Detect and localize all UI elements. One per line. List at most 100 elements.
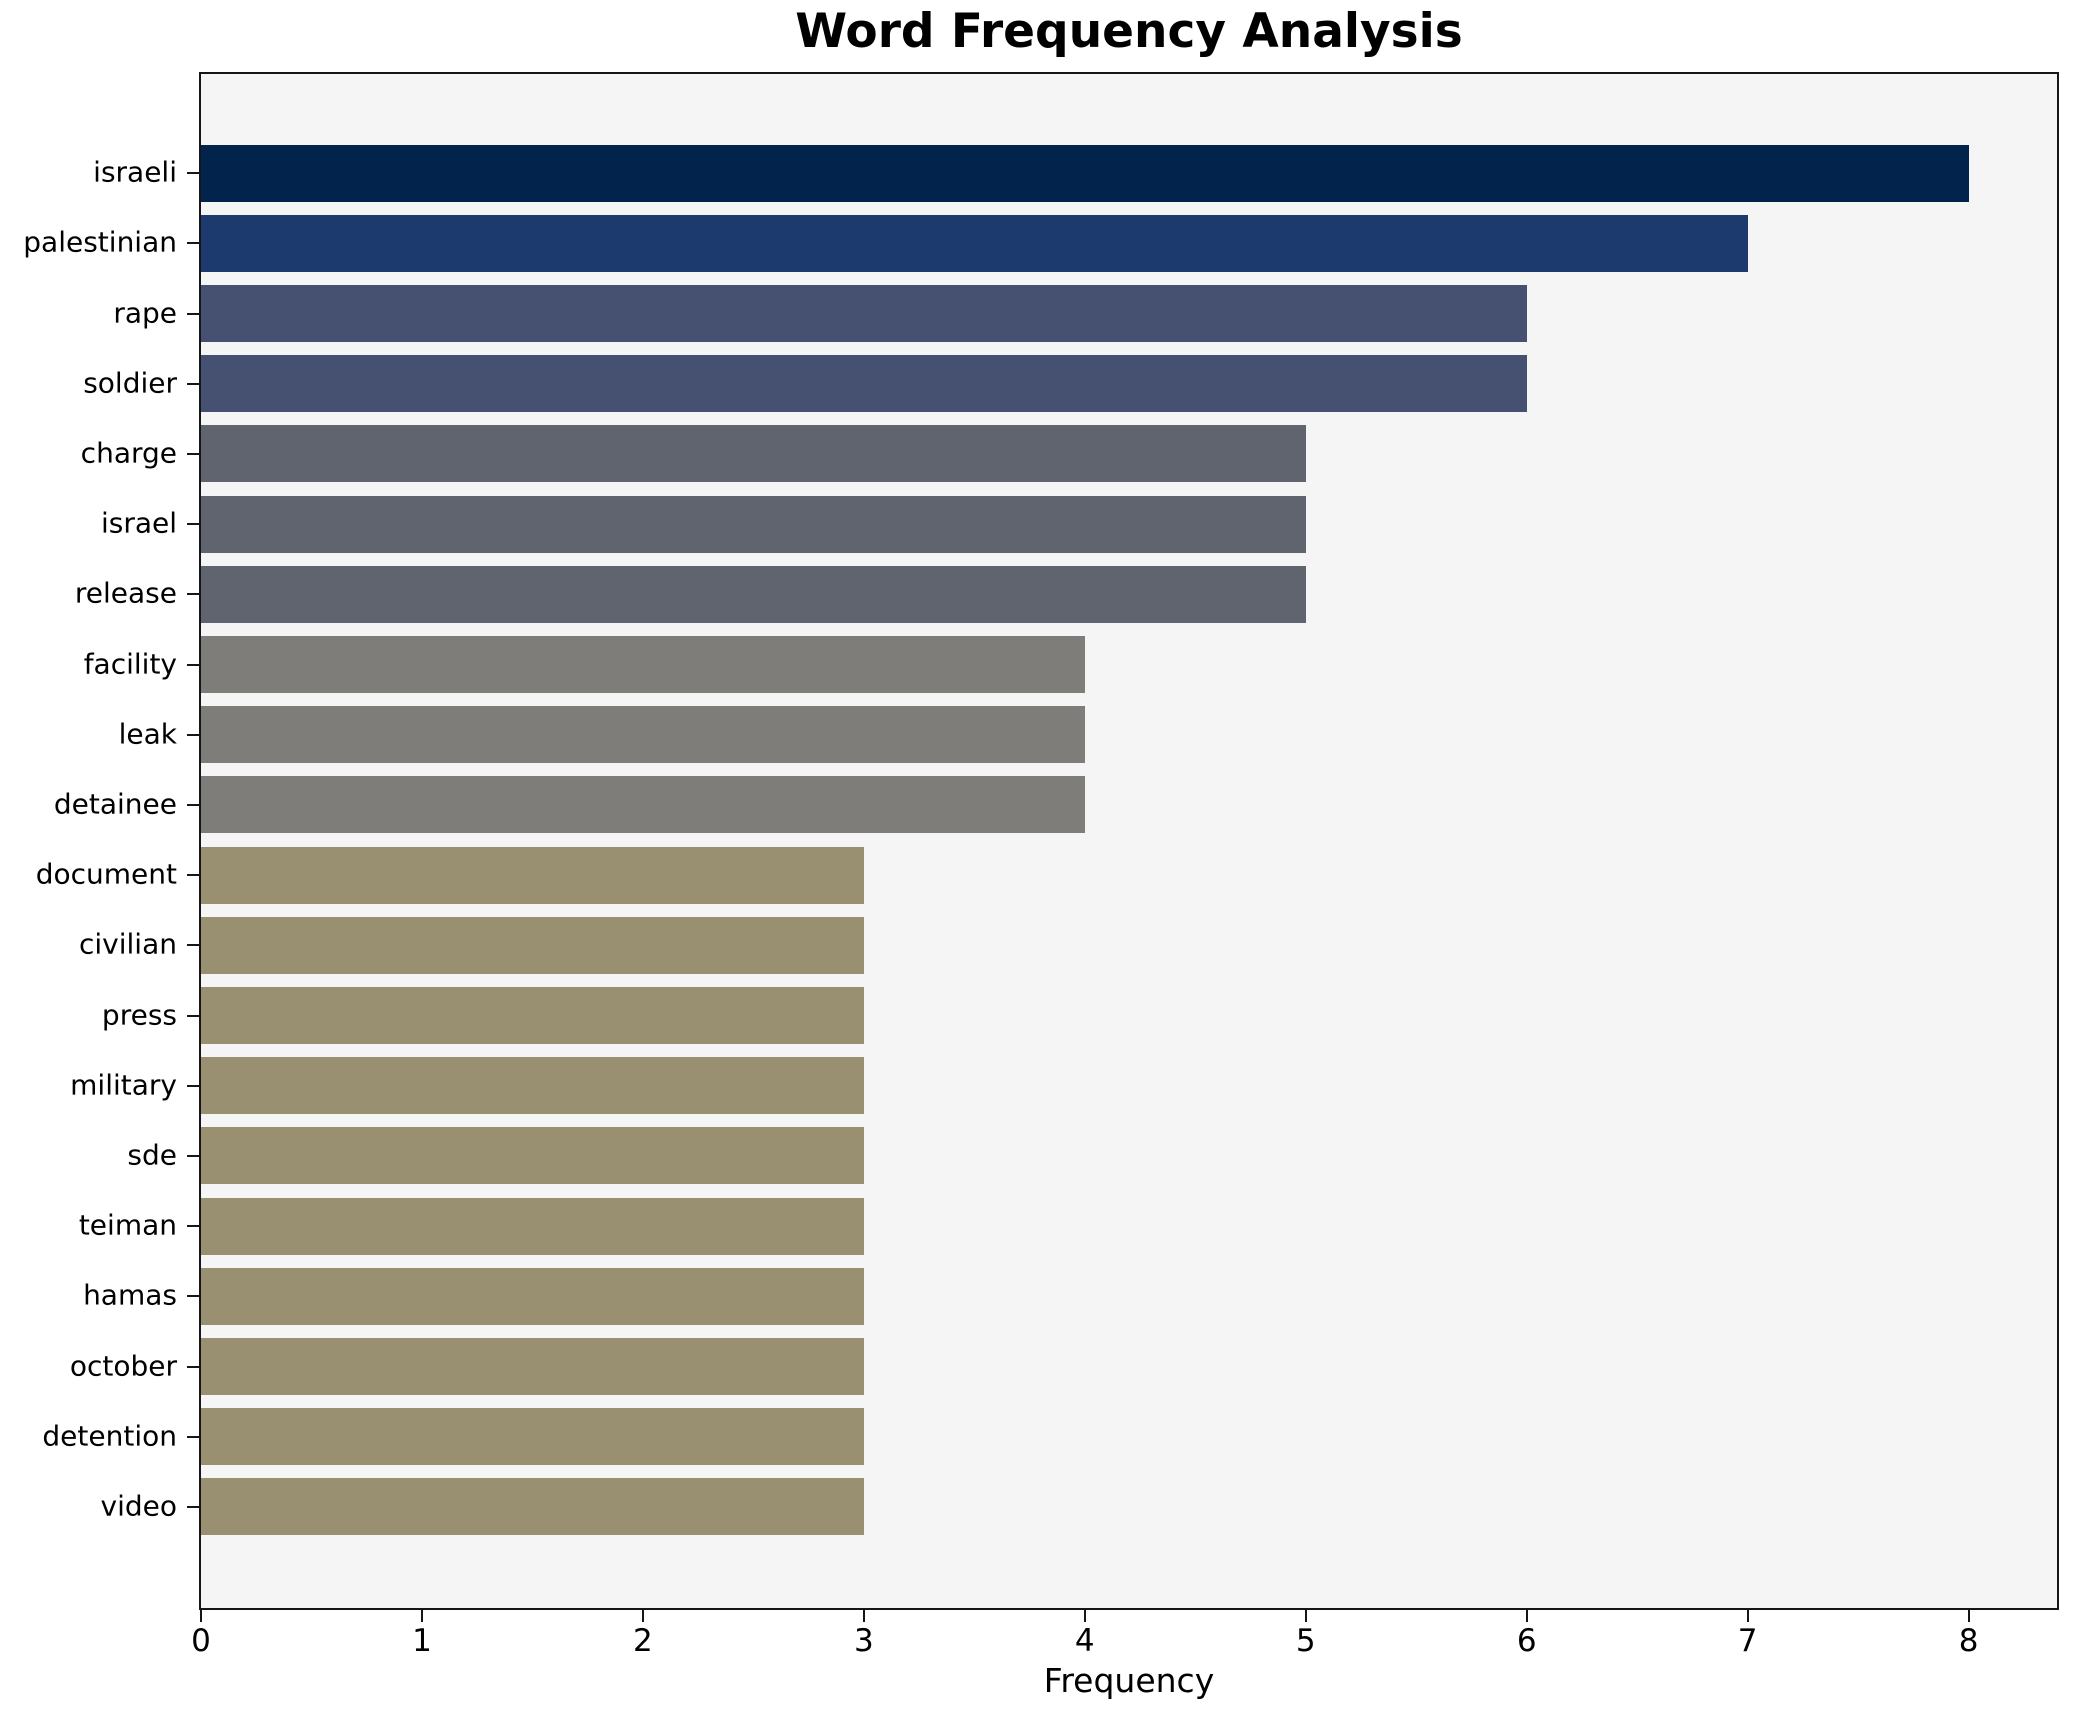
bar-civilian <box>201 916 864 974</box>
x-tick-mark <box>420 1610 423 1622</box>
y-tick-mark <box>187 874 199 877</box>
bars-container: israeli palestinian rape soldier charge israe… <box>23 74 2057 1608</box>
y-tick-label: israeli <box>93 155 177 189</box>
y-tick-mark <box>187 242 199 245</box>
y-tick-label: hamas <box>83 1278 177 1312</box>
bar-row: civilian <box>79 910 2057 980</box>
bar-row: leak <box>119 700 2057 770</box>
bar-teiman <box>201 1197 864 1255</box>
y-tick-label: soldier <box>83 366 177 400</box>
y-tick-label: military <box>70 1068 177 1102</box>
bar-facility <box>201 636 1085 694</box>
bar-hamas <box>201 1267 864 1325</box>
bar-detainee <box>201 776 1085 834</box>
bar-press <box>201 987 864 1045</box>
x-tick-mark <box>200 1610 202 1622</box>
bar-row: sde <box>127 1121 2057 1191</box>
x-tick-mark <box>1967 1610 1970 1622</box>
bar-document <box>201 846 864 904</box>
bar-military <box>201 1057 864 1115</box>
y-tick-label: detainee <box>53 787 177 821</box>
bar-october <box>201 1338 864 1396</box>
y-tick-mark <box>187 803 199 806</box>
bar-row: october <box>70 1331 2057 1401</box>
x-tick-label: 1 <box>412 1623 432 1659</box>
y-tick-mark <box>187 172 199 175</box>
x-tick-label: 8 <box>1958 1623 1979 1659</box>
bar-palestinian <box>201 214 1748 272</box>
chart-title: Word Frequency Analysis <box>795 4 1463 59</box>
y-tick-mark <box>187 663 199 666</box>
bar-row: facility <box>84 629 2057 699</box>
bar-row: israeli <box>93 138 2057 208</box>
bar-israel <box>201 495 1306 553</box>
bar-israeli <box>201 144 1969 202</box>
y-tick-mark <box>187 1365 199 1368</box>
y-tick-label: document <box>35 857 177 891</box>
bar-row: soldier <box>83 349 2057 419</box>
x-tick-mark <box>1304 1610 1307 1622</box>
bar-row: detainee <box>54 770 2057 840</box>
x-tick-label: 4 <box>1074 1623 1095 1659</box>
y-tick-mark <box>187 593 199 596</box>
x-tick-label: 5 <box>1295 1623 1316 1659</box>
y-tick-mark <box>187 382 199 385</box>
y-tick-mark <box>187 1435 199 1438</box>
bar-row: military <box>70 1051 2057 1121</box>
y-tick-label: press <box>101 997 177 1031</box>
y-tick-label: detention <box>42 1419 177 1453</box>
x-tick-label: 0 <box>191 1623 211 1659</box>
y-tick-mark <box>187 312 199 315</box>
y-tick-label: video <box>100 1489 177 1523</box>
bar-soldier <box>201 355 1527 413</box>
y-tick-mark <box>187 1084 199 1087</box>
bar-leak <box>201 706 1085 764</box>
bar-row: teiman <box>79 1191 2057 1261</box>
plot-area: israeli palestinian rape soldier charge israe… <box>23 72 2059 1610</box>
x-axis: 0 1 2 3 4 5 6 7 8 <box>191 1610 2057 1680</box>
y-tick-label: rape <box>113 295 177 329</box>
y-tick-label: october <box>69 1348 177 1382</box>
x-tick-label: 3 <box>853 1623 874 1659</box>
bar-row: detention <box>42 1402 2057 1472</box>
x-tick-mark <box>1525 1610 1528 1622</box>
bar-row: israel <box>101 489 2057 559</box>
y-tick-mark <box>187 1295 199 1298</box>
y-tick-label: civilian <box>79 927 177 961</box>
y-tick-label: israel <box>100 506 177 540</box>
y-tick-mark <box>187 523 199 526</box>
y-tick-mark <box>187 1225 199 1228</box>
y-tick-label: palestinian <box>23 225 177 259</box>
bar-release <box>201 565 1306 623</box>
y-tick-label: teiman <box>78 1208 177 1242</box>
bar-row: hamas <box>83 1261 2057 1331</box>
x-tick-mark <box>1083 1610 1086 1622</box>
y-tick-mark <box>187 1505 199 1508</box>
bar-charge <box>201 425 1306 483</box>
y-tick-mark <box>187 944 199 947</box>
y-tick-mark <box>187 1014 199 1017</box>
x-tick-mark <box>641 1610 644 1622</box>
x-tick-mark <box>1746 1610 1749 1622</box>
x-tick-mark <box>862 1610 865 1622</box>
bar-row: press <box>102 980 2057 1050</box>
bar-row: video <box>101 1472 2057 1542</box>
y-tick-label: release <box>74 576 177 610</box>
bar-detention <box>201 1408 864 1466</box>
y-tick-label: facility <box>83 646 177 680</box>
x-tick-label: 7 <box>1737 1623 1758 1659</box>
y-tick-mark <box>187 452 199 455</box>
y-tick-mark <box>187 733 199 736</box>
bar-row: charge <box>81 419 2057 489</box>
bar-row: rape <box>113 278 2057 348</box>
x-axis-label: Frequency <box>1043 1661 1215 1700</box>
x-tick-label: 6 <box>1516 1623 1537 1659</box>
bar-rape <box>201 285 1527 342</box>
bar-video <box>201 1478 864 1536</box>
y-tick-label: sde <box>127 1138 177 1172</box>
y-tick-mark <box>187 1154 199 1157</box>
bar-row: release <box>75 559 2057 629</box>
bar-sde <box>201 1127 864 1185</box>
bar-row: document <box>36 840 2057 910</box>
